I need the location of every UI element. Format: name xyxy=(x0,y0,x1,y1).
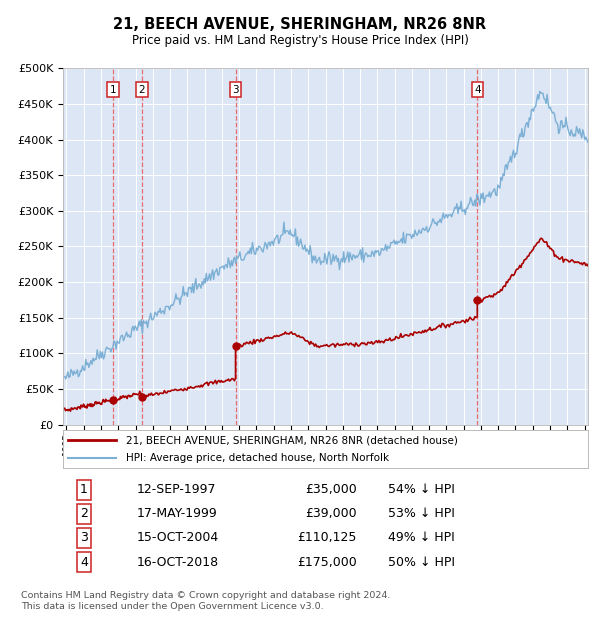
Text: 49% ↓ HPI: 49% ↓ HPI xyxy=(389,531,455,544)
Text: 17-MAY-1999: 17-MAY-1999 xyxy=(137,507,217,520)
Text: 2: 2 xyxy=(80,507,88,520)
Text: 12-SEP-1997: 12-SEP-1997 xyxy=(137,484,216,496)
Text: 50% ↓ HPI: 50% ↓ HPI xyxy=(389,556,455,569)
Text: 1: 1 xyxy=(80,484,88,496)
Text: 21, BEECH AVENUE, SHERINGHAM, NR26 8NR (detached house): 21, BEECH AVENUE, SHERINGHAM, NR26 8NR (… xyxy=(126,435,458,445)
Text: Price paid vs. HM Land Registry's House Price Index (HPI): Price paid vs. HM Land Registry's House … xyxy=(131,34,469,46)
Text: 3: 3 xyxy=(232,84,239,95)
Text: 4: 4 xyxy=(474,84,481,95)
Text: HPI: Average price, detached house, North Norfolk: HPI: Average price, detached house, Nort… xyxy=(126,453,389,464)
Text: £39,000: £39,000 xyxy=(305,507,357,520)
Text: 1: 1 xyxy=(110,84,116,95)
Text: 21, BEECH AVENUE, SHERINGHAM, NR26 8NR: 21, BEECH AVENUE, SHERINGHAM, NR26 8NR xyxy=(113,17,487,32)
Text: 15-OCT-2004: 15-OCT-2004 xyxy=(137,531,219,544)
Text: 3: 3 xyxy=(80,531,88,544)
Text: 4: 4 xyxy=(80,556,88,569)
Text: Contains HM Land Registry data © Crown copyright and database right 2024.: Contains HM Land Registry data © Crown c… xyxy=(21,591,391,600)
Text: 16-OCT-2018: 16-OCT-2018 xyxy=(137,556,218,569)
Text: 54% ↓ HPI: 54% ↓ HPI xyxy=(389,484,455,496)
Text: £35,000: £35,000 xyxy=(305,484,357,496)
Text: 2: 2 xyxy=(139,84,145,95)
Text: 53% ↓ HPI: 53% ↓ HPI xyxy=(389,507,455,520)
Text: £110,125: £110,125 xyxy=(298,531,357,544)
Text: £175,000: £175,000 xyxy=(297,556,357,569)
Text: This data is licensed under the Open Government Licence v3.0.: This data is licensed under the Open Gov… xyxy=(21,602,323,611)
